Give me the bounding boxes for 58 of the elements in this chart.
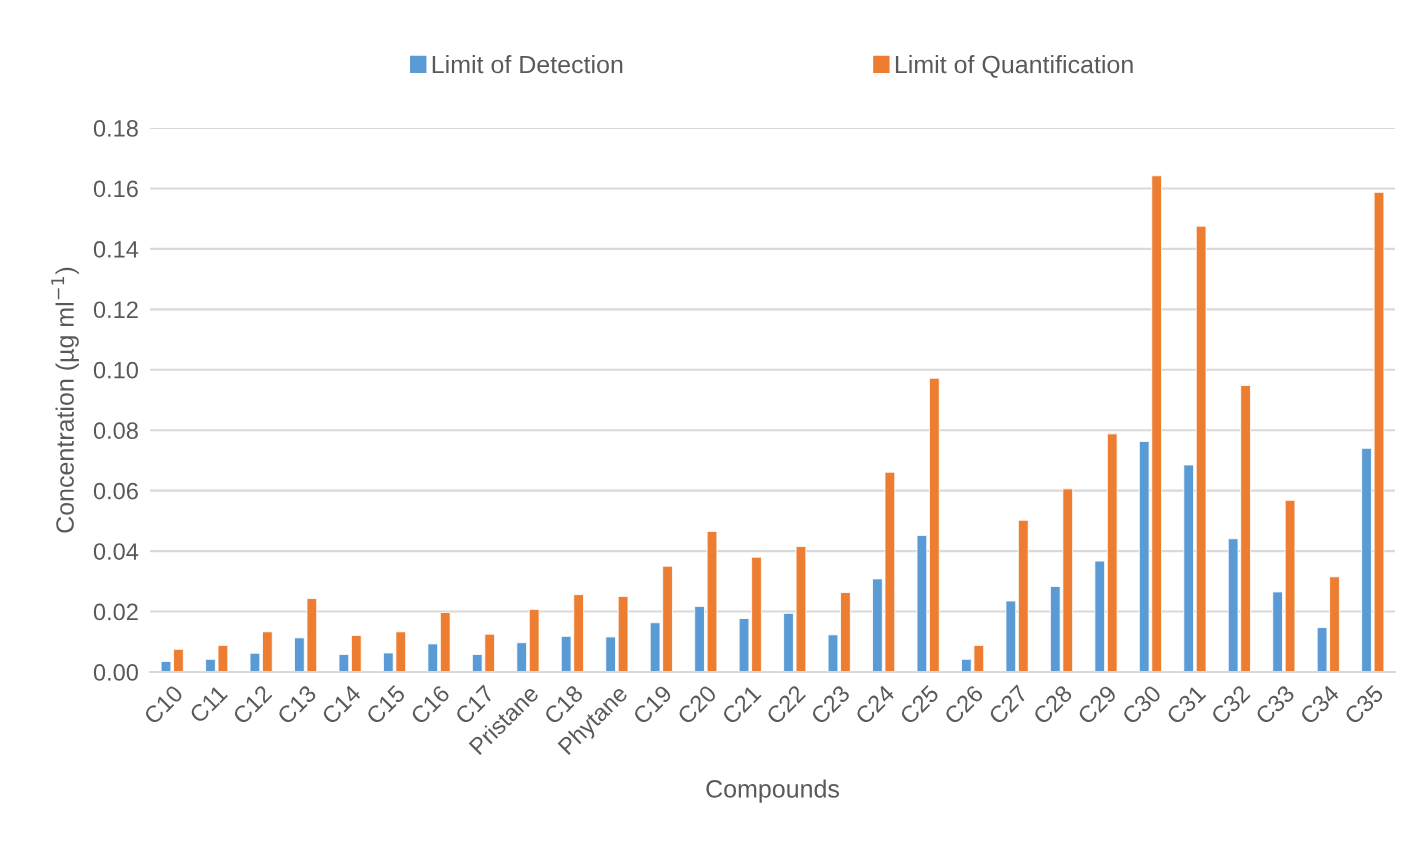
x-tick-label: C29 <box>1076 684 1118 726</box>
x-tick-label: C25 <box>898 684 940 726</box>
x-tick-label: C10 <box>142 684 184 726</box>
bar <box>1106 433 1118 672</box>
bar <box>528 609 540 672</box>
bar <box>516 642 528 672</box>
y-tick-label: 0.04 <box>93 543 139 560</box>
bar <box>1183 464 1194 672</box>
x-tick-label: C23 <box>809 684 851 726</box>
x-tick-label: C15 <box>365 684 407 726</box>
x-tick-label: C22 <box>765 684 807 726</box>
x-tick-label: C30 <box>1121 684 1163 726</box>
bar <box>262 631 273 672</box>
bar <box>1195 225 1207 672</box>
bar <box>605 636 616 672</box>
x-tick-label: C31 <box>1165 684 1207 726</box>
y-axis-title: Concentration (µg ml$^{−1}$) <box>51 267 79 533</box>
bar <box>338 654 350 672</box>
bar <box>439 612 451 672</box>
bar <box>1005 600 1017 672</box>
y-tick-label: 0.16 <box>93 180 138 198</box>
x-tick-label: C12 <box>231 684 273 726</box>
legend-label: Limit of Detection <box>432 55 623 74</box>
x-tick-label: C16 <box>409 684 451 726</box>
x-axis-title: Compounds <box>706 779 839 803</box>
x-tick-label: C26 <box>943 684 985 726</box>
bar <box>929 377 940 672</box>
x-tick-label: C27 <box>987 684 1029 726</box>
x-tick-label: C13 <box>276 684 318 726</box>
y-tick-label: 0.18 <box>93 120 138 137</box>
y-tick-label: 0.00 <box>93 664 138 681</box>
bar <box>249 652 261 672</box>
bar <box>617 596 629 672</box>
x-tick-label: C33 <box>1254 684 1296 726</box>
legend-label: Limit of Quantification <box>895 55 1133 78</box>
x-tick-label: C14 <box>320 684 362 726</box>
x-tick-label: C11 <box>188 684 229 724</box>
x-tick-label: C20 <box>676 684 718 726</box>
x-tick-label: C34 <box>1298 684 1341 726</box>
bar <box>1094 560 1106 672</box>
y-tick-label: 0.10 <box>93 361 138 379</box>
y-tick-label: 0.08 <box>93 422 138 440</box>
x-tick-label: C35 <box>1343 684 1385 726</box>
y-tick-label: 0.12 <box>93 301 138 319</box>
x-tick-label: C28 <box>1032 684 1074 726</box>
x-tick-label: C32 <box>1210 684 1251 726</box>
x-tick-label: C19 <box>632 684 673 726</box>
bar <box>351 635 362 672</box>
bar <box>1272 591 1283 672</box>
bar <box>427 643 439 672</box>
y-tick-label: 0.14 <box>93 240 139 258</box>
bar <box>1284 499 1296 672</box>
bar <box>1017 519 1029 672</box>
y-tick-label: 0.02 <box>93 603 138 621</box>
x-tick-label: C21 <box>720 684 762 726</box>
y-tick-label: 0.06 <box>93 482 138 500</box>
bar <box>916 534 928 672</box>
x-tick-label: C24 <box>854 684 896 726</box>
